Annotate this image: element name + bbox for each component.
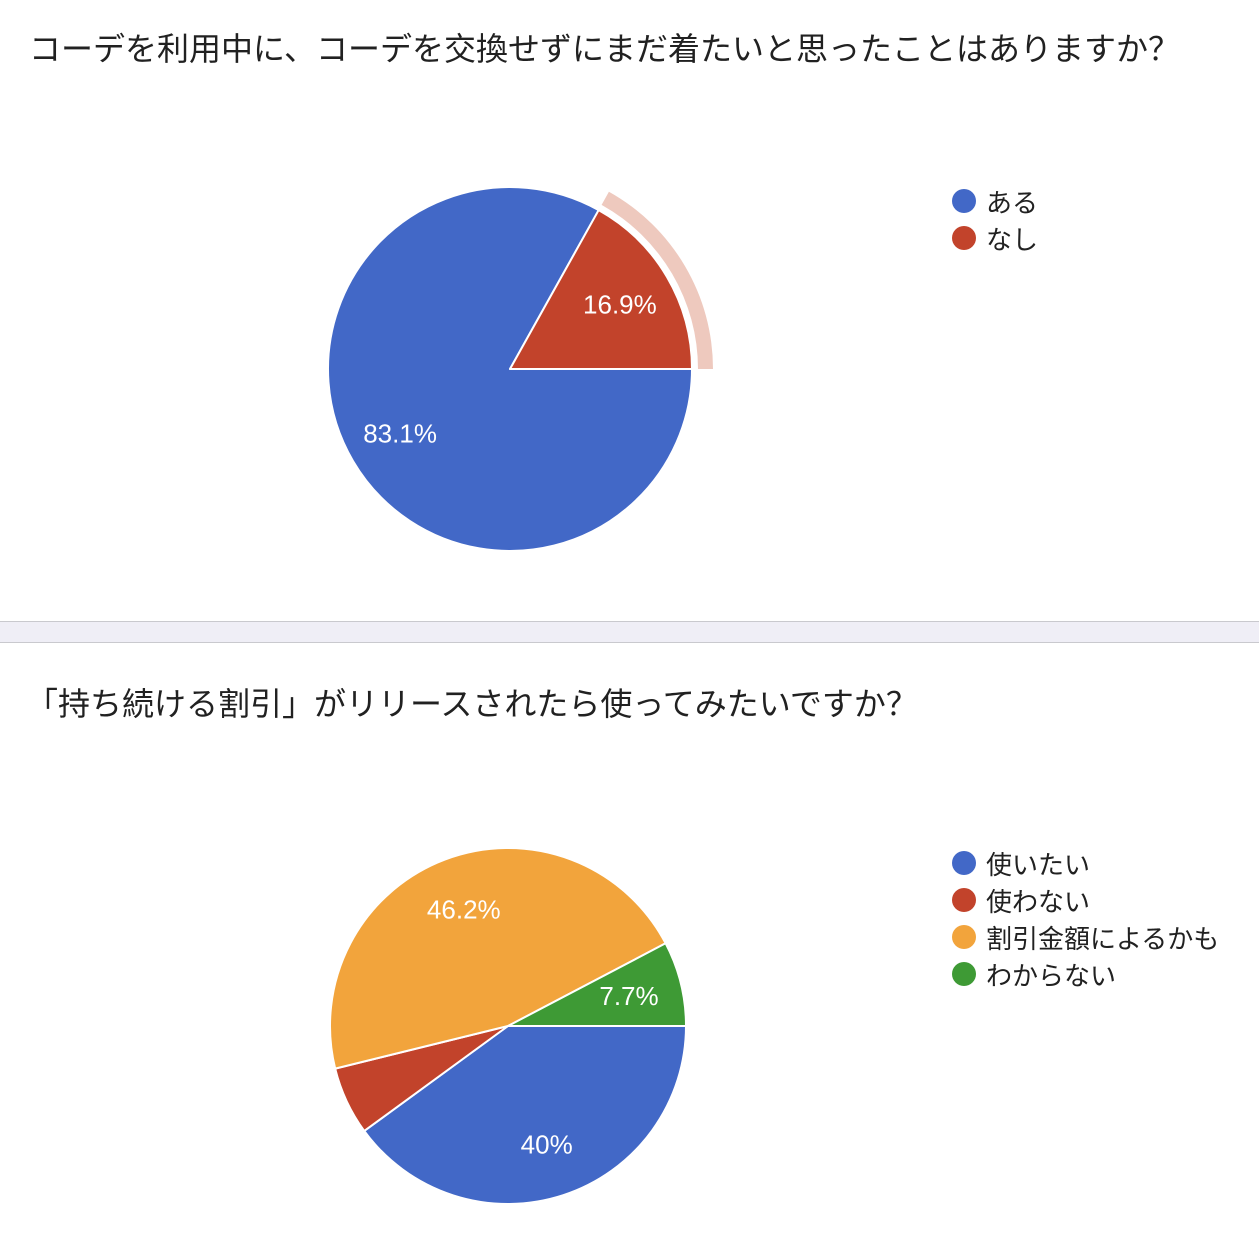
legend-item-なし: なし — [952, 225, 1038, 255]
legend-label: なし — [986, 224, 1039, 255]
legend-color-dot — [952, 851, 976, 875]
pie-chart-2: 40% 46.2% 7.7% — [328, 847, 687, 1205]
pie-slice-わからない[interactable] — [507, 942, 687, 1027]
pie-slice-label: 46.2% — [427, 895, 501, 925]
legend-color-dot — [952, 226, 976, 250]
legend-item-わからない: わからない — [952, 961, 1219, 991]
section-divider — [0, 621, 1259, 643]
legend-item-ある: ある — [952, 188, 1038, 218]
legend-label: 割引金額によるかも — [986, 923, 1220, 954]
pie-slice-label: 7.7% — [599, 981, 658, 1011]
legend-label: わからない — [986, 960, 1117, 991]
pie-slice-割引金額によるかも[interactable] — [328, 847, 667, 1070]
pie-slice-label: 16.9% — [583, 290, 657, 320]
legend-color-dot — [952, 925, 976, 949]
pie-slice-なし[interactable] — [509, 209, 693, 370]
pie-slice-使いたい[interactable] — [363, 1025, 687, 1205]
legend-label: 使わない — [986, 886, 1091, 917]
legend-item-使いたい: 使いたい — [952, 850, 1219, 880]
legend-color-dot — [952, 962, 976, 986]
question-title-2: 「持ち続ける割引」がリリースされたら使ってみたいですか？ — [26, 686, 918, 722]
pie-chart-1: 83.1% 16.9% — [327, 186, 713, 552]
legend-1: ある なし — [952, 188, 1038, 263]
question-title-1: コーデを利用中に、コーデを交換せずにまだ着たいと思ったことはありますか？ — [29, 31, 1181, 67]
legend-label: 使いたい — [986, 849, 1091, 880]
pie-slice-label: 83.1% — [363, 419, 437, 449]
legend-label: ある — [986, 187, 1039, 218]
legend-item-割引金額によるかも: 割引金額によるかも — [952, 924, 1219, 954]
pie-slice-label: 40% — [521, 1130, 573, 1160]
legend-color-dot — [952, 189, 976, 213]
legend-color-dot — [952, 888, 976, 912]
selected-slice-highlight-ring — [601, 191, 713, 369]
legend-2: 使いたい使わない割引金額によるかも わからない — [952, 850, 1219, 999]
legend-item-使わない: 使わない — [952, 887, 1219, 917]
